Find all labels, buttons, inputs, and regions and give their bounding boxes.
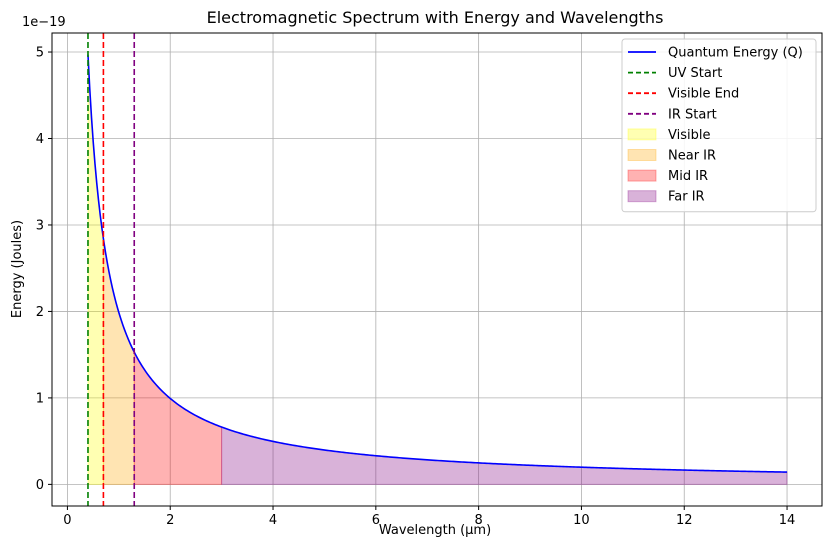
y-tick-label: 3 [36, 218, 44, 233]
y-offset-text: 1e−19 [22, 15, 66, 30]
curve-layer [87, 54, 788, 473]
y-ticks: 0 1 2 3 4 5 [36, 46, 52, 493]
y-tick-label: 4 [36, 132, 44, 147]
x-tick-label: 2 [166, 513, 174, 528]
y-tick-label: 1 [36, 391, 44, 406]
x-tick-label: 12 [676, 513, 693, 528]
legend-label-uv-start: UV Start [668, 66, 722, 81]
legend-label-far-ir: Far IR [668, 190, 705, 205]
legend-label-visible: Visible [668, 128, 710, 143]
x-tick-label: 6 [372, 513, 380, 528]
quantum-energy-curve [87, 54, 788, 473]
legend-label-quantum-energy-q: Quantum Energy (Q) [668, 46, 803, 61]
vertical-lines [87, 33, 136, 506]
legend-label-ir-start: IR Start [668, 107, 717, 122]
legend-box [621, 38, 817, 213]
x-tick-label: 4 [269, 513, 277, 528]
x-ticks: 0 2 4 6 8 10 12 14 [63, 506, 795, 528]
axes-frame [51, 32, 823, 507]
legend-label-mid-ir: Mid IR [668, 169, 708, 184]
x-tick-label: 0 [63, 513, 71, 528]
legend-label-near-ir: Near IR [668, 149, 716, 164]
x-tick-label: 10 [573, 513, 590, 528]
legend-swatch-near-ir [627, 149, 657, 161]
chart-title: Electromagnetic Spectrum with Energy and… [207, 8, 664, 27]
legend-swatch-visible [627, 128, 657, 141]
x-axis-label: Wavelength (µm) [379, 523, 491, 538]
legend-swatch-mid-ir [627, 169, 657, 182]
grid [52, 33, 822, 506]
y-tick-label: 0 [36, 478, 44, 493]
legend-swatch-far-ir [627, 190, 657, 203]
x-tick-label: 8 [474, 513, 482, 528]
y-axis-label: Energy (Joules) [10, 220, 25, 318]
legend-label-visible-end: Visible End [668, 87, 739, 102]
x-tick-label: 14 [779, 513, 796, 528]
legend: Quantum Energy (Q) UV Start Visible End IR … [621, 38, 817, 213]
y-tick-label: 5 [36, 46, 44, 61]
y-tick-label: 2 [36, 305, 44, 320]
